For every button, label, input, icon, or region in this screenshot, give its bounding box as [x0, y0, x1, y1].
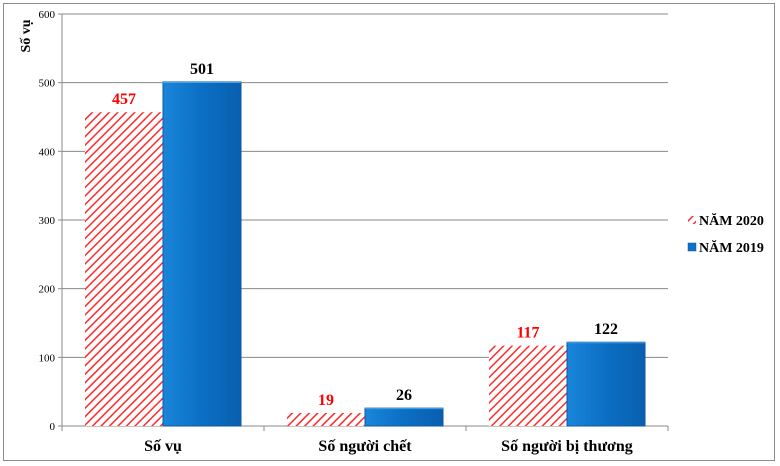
data-label: 117	[516, 325, 539, 342]
y-tick-label: 200	[39, 284, 56, 296]
bar	[85, 112, 163, 427]
data-label: 26	[396, 387, 412, 404]
legend-swatch-hatched	[688, 216, 696, 224]
legend: NĂM 2020 NĂM 2019	[687, 212, 764, 256]
bar	[162, 81, 242, 427]
x-tick-label: Số người bị thương	[501, 438, 633, 455]
legend-swatch-solid	[687, 242, 697, 252]
data-label: 122	[594, 321, 618, 338]
bar	[489, 345, 567, 426]
y-tick-label: 0	[50, 421, 56, 433]
y-axis-label: Số vụ	[19, 19, 34, 52]
bar	[287, 412, 365, 426]
legend-label: NĂM 2020	[699, 212, 764, 229]
y-tick-label: 600	[39, 9, 56, 21]
data-labels: 457 501 19 26 117 122	[112, 61, 618, 409]
data-label: 501	[190, 61, 214, 78]
bar	[364, 407, 444, 427]
x-tick-label: Số vụ	[144, 438, 182, 455]
bars	[85, 81, 646, 427]
data-label: 457	[112, 91, 136, 108]
y-tick-label: 100	[39, 352, 56, 364]
x-tick-label: Số người chết	[318, 438, 412, 455]
data-label: 19	[318, 392, 334, 409]
bar	[566, 341, 646, 427]
legend-label: NĂM 2019	[699, 239, 764, 256]
y-tick-label: 500	[39, 78, 56, 90]
y-tick-label: 300	[39, 215, 56, 227]
y-tick-label: 400	[39, 146, 56, 158]
